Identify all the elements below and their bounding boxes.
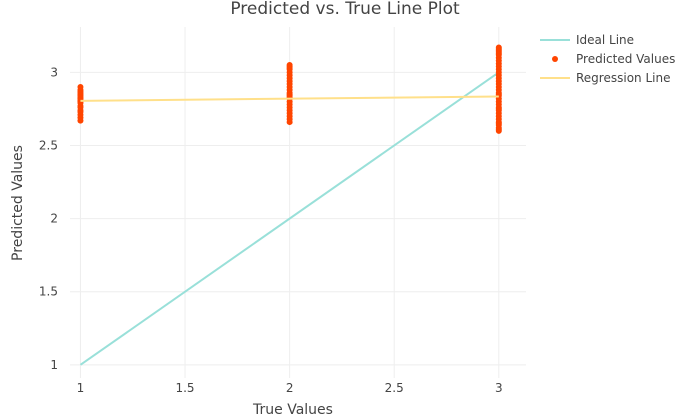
ideal-line-series (79, 71, 500, 366)
predicted-point (495, 120, 502, 127)
y-axis-ticks: 1 1.5 2 2.5 3 (39, 65, 58, 372)
plot-area (77, 44, 502, 366)
predicted-point (495, 126, 502, 133)
legend-label-ideal-line: Ideal Line (576, 33, 634, 47)
y-tick-label: 2 (50, 212, 58, 226)
y-tick-label: 3 (50, 65, 58, 79)
legend-item-regression-line[interactable]: Regression Line (540, 71, 670, 85)
legend[interactable]: Ideal Line Predicted Values Regression Lin… (540, 33, 675, 85)
x-tick-label: 3 (495, 381, 503, 395)
legend-item-predicted-values[interactable]: Predicted Values (552, 52, 675, 66)
x-axis-ticks: 1 1.5 2 2.5 3 (77, 381, 503, 395)
legend-label-predicted-values: Predicted Values (576, 52, 675, 66)
y-tick-label: 2.5 (39, 138, 58, 152)
legend-label-regression-line: Regression Line (576, 71, 670, 85)
x-tick-label: 1.5 (175, 381, 194, 395)
legend-item-ideal-line[interactable]: Ideal Line (540, 33, 634, 47)
predicted-point (77, 83, 84, 90)
x-tick-label: 2.5 (385, 381, 404, 395)
predicted-point (495, 44, 502, 51)
y-axis-title: Predicted Values (10, 145, 26, 261)
y-tick-label: 1 (50, 358, 58, 372)
x-tick-label: 1 (77, 381, 85, 395)
regression-line-series (80, 95, 499, 102)
x-tick-label: 2 (286, 381, 294, 395)
chart-title: Predicted vs. True Line Plot (230, 0, 460, 19)
legend-swatch-predicted-values (552, 56, 558, 62)
predicted-point (495, 105, 502, 112)
predicted-point (286, 62, 293, 69)
x-axis-title: True Values (252, 402, 333, 418)
y-tick-label: 1.5 (39, 285, 58, 299)
predicted-values-series (77, 44, 502, 134)
